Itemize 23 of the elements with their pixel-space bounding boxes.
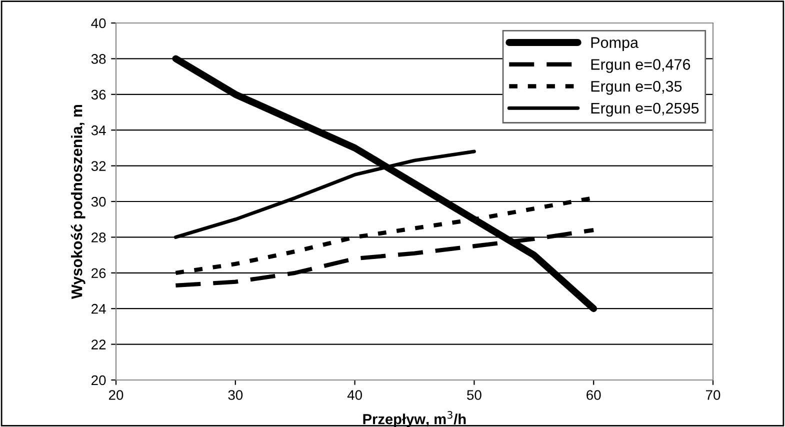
y-tick-label: 32 <box>91 161 106 171</box>
x-tick-label: 50 <box>467 390 482 400</box>
y-tick-label: 22 <box>92 340 106 350</box>
x-tick-label: 70 <box>706 390 720 400</box>
x-tick-label: 30 <box>228 390 243 400</box>
y-tick-label: 28 <box>92 232 106 242</box>
y-tick-label: 40 <box>91 18 106 28</box>
y-tick-label: 20 <box>92 375 106 386</box>
legend-label: Ergun e=0,2595 <box>591 102 699 117</box>
y-tick-label: 30 <box>91 196 106 207</box>
y-tick-label: 34 <box>91 125 106 136</box>
y-tick-label: 36 <box>91 90 106 100</box>
y-tick-label: 26 <box>92 268 106 278</box>
y-tick-label: 38 <box>91 54 106 64</box>
x-tick-label: 40 <box>347 390 362 400</box>
y-tick-label: 24 <box>92 304 106 314</box>
legend-label: Pompa <box>591 37 639 51</box>
x-axis-title: Przepływ, m$^{3}$/h <box>363 411 466 427</box>
y-axis-title: Wysokość podnoszenia, m <box>70 104 86 299</box>
legend-label: Ergun e=0,476 <box>591 59 690 73</box>
x-tick-label: 60 <box>586 390 601 400</box>
x-tick-label: 20 <box>108 390 124 400</box>
legend-label: Ergun e=0,35 <box>591 80 682 95</box>
